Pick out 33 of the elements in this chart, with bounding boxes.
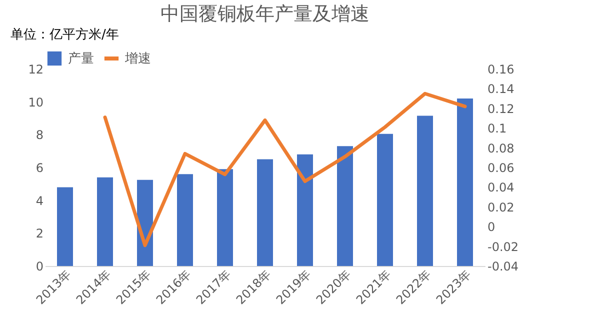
- y-tick-label: 8: [36, 128, 44, 142]
- bar: [97, 177, 113, 266]
- bar: [337, 146, 353, 266]
- y-tick-label: 0: [36, 260, 44, 274]
- y2-tick-label: 0.16: [488, 62, 514, 76]
- y2-tick-label: 0.14: [488, 82, 514, 96]
- bar: [177, 174, 193, 266]
- y-tick-label: 4: [36, 194, 44, 208]
- bar: [257, 159, 273, 266]
- y2-tick-label: 0: [488, 220, 496, 234]
- legend-label: 增速: [124, 52, 151, 66]
- y2-tick-label: 0.12: [488, 102, 514, 116]
- y-axis-title: 单位：亿平方米/年: [10, 26, 119, 42]
- y2-tick-label: -0.04: [488, 260, 519, 274]
- y2-tick-label: 0.1: [488, 122, 507, 136]
- y-tick-label: 2: [36, 226, 44, 241]
- bar: [297, 154, 313, 266]
- y-tick-label: 10: [28, 95, 44, 110]
- legend-label: 产量: [68, 52, 94, 66]
- line-series: [103, 92, 467, 248]
- y-tick-label: 6: [36, 161, 44, 175]
- bar: [417, 116, 433, 266]
- y2-tick-label: 0.02: [488, 200, 514, 214]
- y-tick-label: 12: [28, 62, 44, 76]
- bar: [457, 98, 473, 266]
- y2-tick-label: 0.06: [488, 161, 514, 175]
- chart-title: 中国覆铜板年产量及增速: [160, 3, 370, 25]
- bar: [377, 134, 393, 266]
- bar: [217, 169, 233, 266]
- y2-tick-label: 0.04: [488, 180, 514, 195]
- bar: [57, 187, 73, 266]
- y2-tick-label: -0.02: [488, 240, 519, 254]
- y2-tick-label: 0.08: [488, 141, 514, 156]
